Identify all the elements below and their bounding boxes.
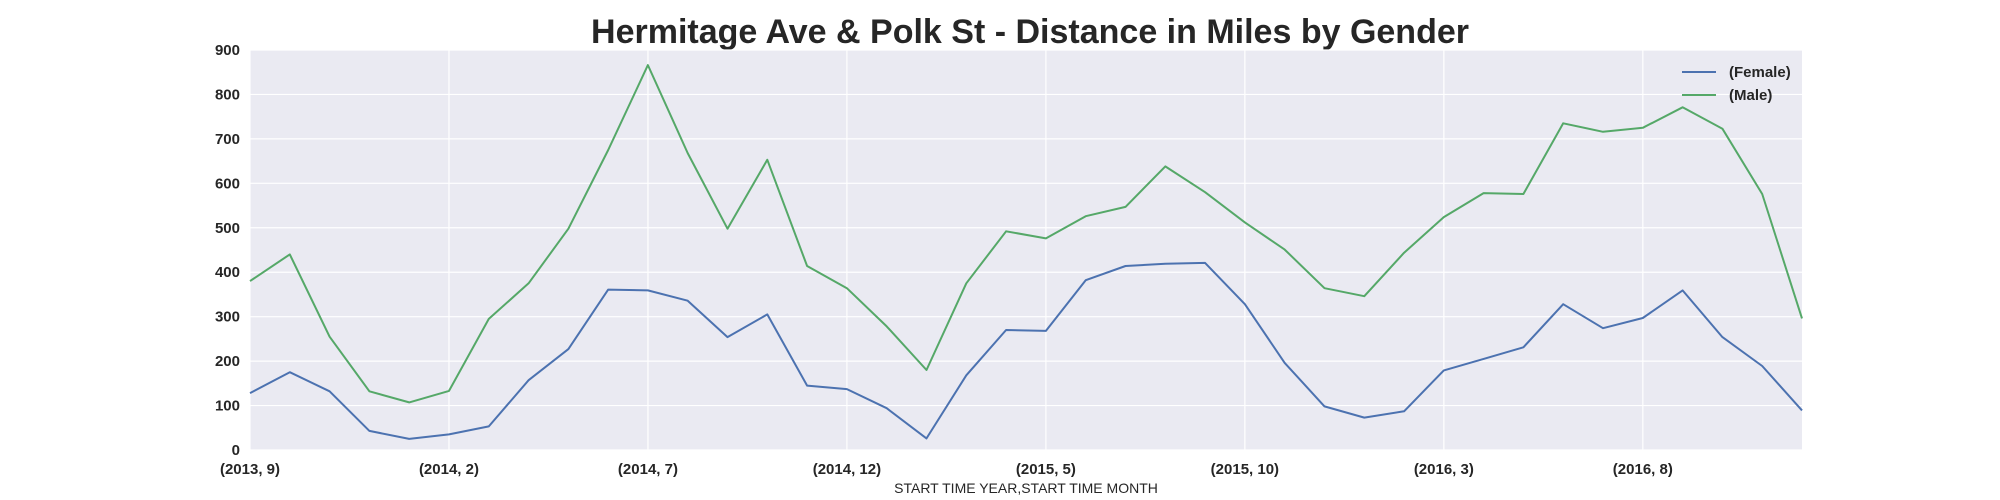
legend-label: (Male) [1729, 87, 1772, 104]
y-tick-label: 500 [215, 220, 240, 237]
y-tick-label: 200 [215, 353, 240, 370]
legend: (Female) (Male) [1682, 64, 1791, 104]
plot-area [250, 50, 1802, 450]
x-tick-label: (2014, 7) [618, 461, 678, 478]
x-tick-label: (2014, 12) [813, 461, 881, 478]
x-tick-label: (2015, 10) [1211, 461, 1279, 478]
x-tick-label: (2014, 2) [419, 461, 479, 478]
y-tick-label: 600 [215, 175, 240, 192]
x-tick-label: (2016, 8) [1613, 461, 1673, 478]
x-tick-label: (2016, 3) [1414, 461, 1474, 478]
y-tick-label: 900 [215, 42, 240, 59]
grid-lines [249, 49, 1802, 451]
legend-label: (Female) [1729, 64, 1791, 81]
y-tick-label: 800 [215, 86, 240, 103]
chart-title: Hermitage Ave & Polk St - Distance in Mi… [591, 13, 1469, 51]
y-tick-label: 300 [215, 309, 240, 326]
series-line-male [249, 64, 1803, 404]
series-lines [249, 64, 1803, 440]
y-axis-tick-labels: 0 100 200 300 400 500 600 700 800 900 [215, 42, 240, 459]
y-tick-label: 400 [215, 264, 240, 281]
x-axis-tick-labels: (2013, 9) (2014, 2) (2014, 7) (2014, 12) (20… [220, 461, 1673, 478]
y-tick-label: 0 [232, 442, 240, 459]
x-tick-label: (2015, 5) [1016, 461, 1076, 478]
series-line-female [249, 261, 1803, 440]
x-tick-label: (2013, 9) [220, 461, 280, 478]
y-tick-label: 100 [215, 398, 240, 415]
x-axis-label: START TIME YEAR,START TIME MONTH [894, 480, 1158, 496]
y-tick-label: 700 [215, 131, 240, 148]
